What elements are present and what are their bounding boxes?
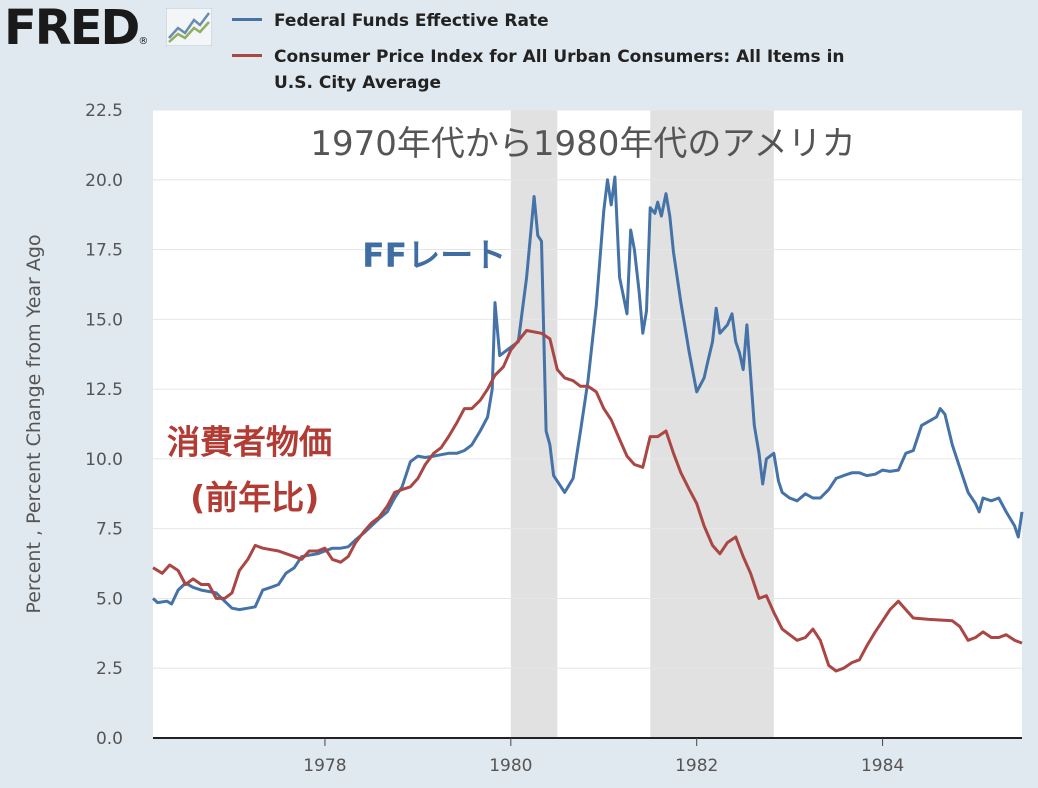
legend-item-fedfunds[interactable]: Federal Funds Effective Rate — [232, 8, 874, 34]
legend-label-fedfunds: Federal Funds Effective Rate — [274, 11, 549, 31]
y-tick-label: 10.0 — [85, 450, 123, 470]
series-line-fedfunds[interactable] — [151, 175, 1024, 612]
fred-logo[interactable]: FRED® — [4, 4, 148, 52]
legend-swatch-fedfunds — [232, 18, 262, 21]
x-tick-label: 1978 — [303, 756, 346, 776]
annotation-3: (前年比) — [190, 478, 319, 517]
trend-chart-icon — [165, 7, 213, 50]
y-axis-ticks: 0.0 2.5 5.0 7.5 10.0 12.5 15.0 17.5 20.0 22.5 — [85, 101, 123, 749]
chart-header: FRED® Federal Funds Effective Rate Consu… — [0, 0, 1038, 105]
y-axis-title: Percent , Percent Change from Year Ago — [23, 234, 45, 613]
y-tick-label: 15.0 — [85, 310, 123, 330]
annotation-1: FFレート — [362, 235, 506, 274]
fred-logo-text: FRED — [4, 0, 140, 56]
registered-mark: ® — [138, 36, 149, 47]
x-tick-label: 1982 — [675, 756, 718, 776]
x-tick-label: 1980 — [489, 756, 532, 776]
series-lines — [151, 175, 1024, 673]
y-tick-label: 5.0 — [96, 589, 123, 609]
chart-title: 1970年代から1980年代のアメリカ — [310, 124, 855, 164]
legend-swatch-cpi — [232, 54, 262, 57]
y-tick-label: 0.0 — [96, 729, 123, 749]
y-tick-label: 7.5 — [96, 520, 123, 540]
legend-item-cpi[interactable]: Consumer Price Index for All Urban Consu… — [232, 44, 854, 96]
x-axis-ticks: 1978 1980 1982 1984 — [303, 738, 904, 776]
y-tick-label: 17.5 — [85, 241, 123, 261]
recession-band-1 — [510, 110, 558, 738]
plot-background — [153, 110, 1022, 738]
y-tick-label: 22.5 — [85, 101, 123, 121]
legend-label-cpi: Consumer Price Index for All Urban Consu… — [274, 47, 845, 93]
annotation-2: 消費者物価 — [167, 422, 332, 461]
series-line-cpi[interactable] — [152, 329, 1023, 673]
y-tick-label: 2.5 — [96, 659, 123, 679]
y-tick-label: 20.0 — [85, 171, 123, 191]
x-tick-label: 1984 — [861, 756, 904, 776]
y-tick-label: 12.5 — [85, 380, 123, 400]
